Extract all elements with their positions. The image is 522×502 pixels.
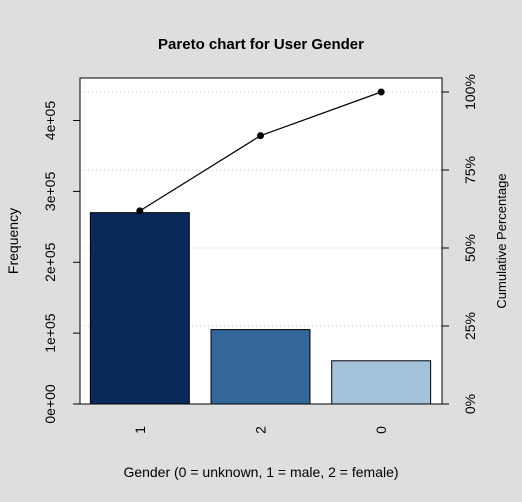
cumulative-point-1 [136, 207, 143, 214]
y2-tick-label-2: 50% [462, 234, 478, 262]
y2-tick-label-0: 0% [462, 394, 478, 414]
y2-axis: 0% 25% 50% 75% 100% [442, 74, 478, 414]
y-tick-label-1: 1e+05 [42, 313, 58, 353]
y-axis: 0e+00 1e+05 2e+05 3e+05 4e+05 [42, 101, 80, 424]
cumulative-point-0 [378, 89, 385, 96]
y-tick-label-0: 0e+00 [42, 384, 58, 424]
chart-title: Pareto chart for User Gender [158, 36, 364, 53]
x-tick-label-0: 0 [373, 426, 389, 434]
bar-0 [332, 361, 431, 404]
y2-tick-label-3: 75% [462, 156, 478, 184]
x-tick-label-2: 2 [253, 426, 269, 434]
x-tick-label-1: 1 [132, 426, 148, 434]
y-tick-label-2: 2e+05 [42, 242, 58, 282]
x-axis-label: Gender (0 = unknown, 1 = male, 2 = femal… [123, 464, 398, 480]
y-tick-label-3: 3e+05 [42, 172, 58, 212]
bar-2 [211, 330, 310, 404]
cumulative-point-2 [257, 132, 264, 139]
y-axis-label: Frequency [5, 208, 21, 274]
y2-axis-label: Cumulative Percentage [494, 173, 509, 308]
y-tick-label-4: 4e+05 [42, 101, 58, 141]
x-axis: 1 2 0 [132, 426, 389, 434]
y2-tick-label-1: 25% [462, 312, 478, 340]
y2-tick-label-4: 100% [462, 74, 478, 110]
bar-1 [90, 213, 189, 404]
